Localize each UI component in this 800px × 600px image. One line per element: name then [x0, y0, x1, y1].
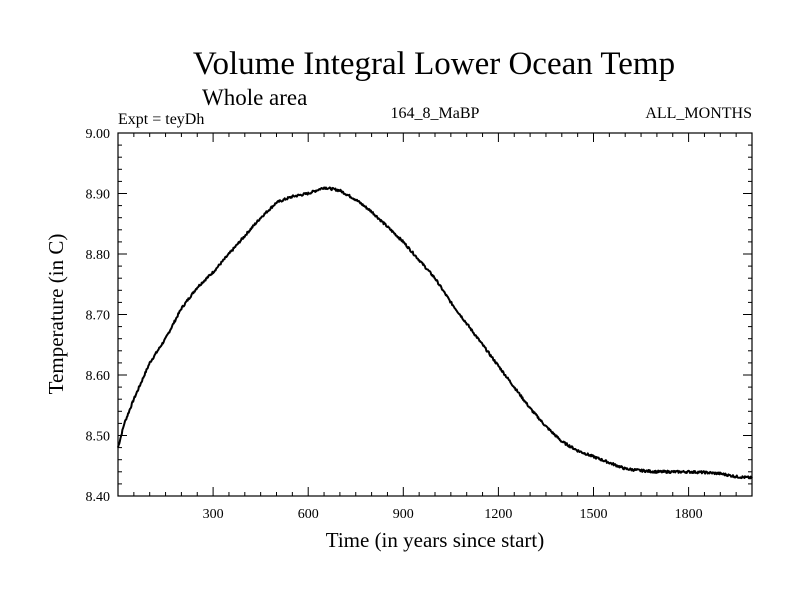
- y-tick-label: 8.60: [86, 369, 111, 384]
- chart-title: Volume Integral Lower Ocean Temp: [193, 46, 675, 82]
- y-tick-label: 8.40: [86, 490, 111, 505]
- y-tick-label: 9.00: [86, 127, 111, 142]
- x-tick-label: 1800: [675, 507, 703, 522]
- y-tick-label: 8.80: [86, 248, 111, 263]
- x-tick-label: 1200: [484, 507, 512, 522]
- x-tick-label: 300: [203, 507, 224, 522]
- y-tick-label: 8.90: [86, 188, 111, 203]
- y-tick-label: 8.70: [86, 309, 111, 324]
- plot-frame: [117, 132, 753, 497]
- y-tick-labels: 8.40 8.50 8.60 8.70 8.80 8.90 9.00: [86, 127, 111, 505]
- period-label: 164_8_MaBP: [391, 105, 480, 122]
- x-tick-label: 900: [393, 507, 414, 522]
- y-axis-label: Temperature (in C): [44, 234, 68, 395]
- months-label: ALL_MONTHS: [645, 105, 752, 122]
- y-tick-label: 8.50: [86, 430, 111, 445]
- x-tick-label: 1500: [580, 507, 608, 522]
- expt-label: Expt = teyDh: [118, 111, 204, 128]
- axis-ticks: [118, 133, 752, 496]
- x-tick-label: 600: [298, 507, 319, 522]
- x-tick-labels: 300 600 900 1200 1500 1800: [203, 507, 703, 522]
- chart-subtitle: Whole area: [202, 85, 307, 110]
- temperature-series-line: [117, 186, 753, 480]
- x-axis-label: Time (in years since start): [326, 528, 545, 552]
